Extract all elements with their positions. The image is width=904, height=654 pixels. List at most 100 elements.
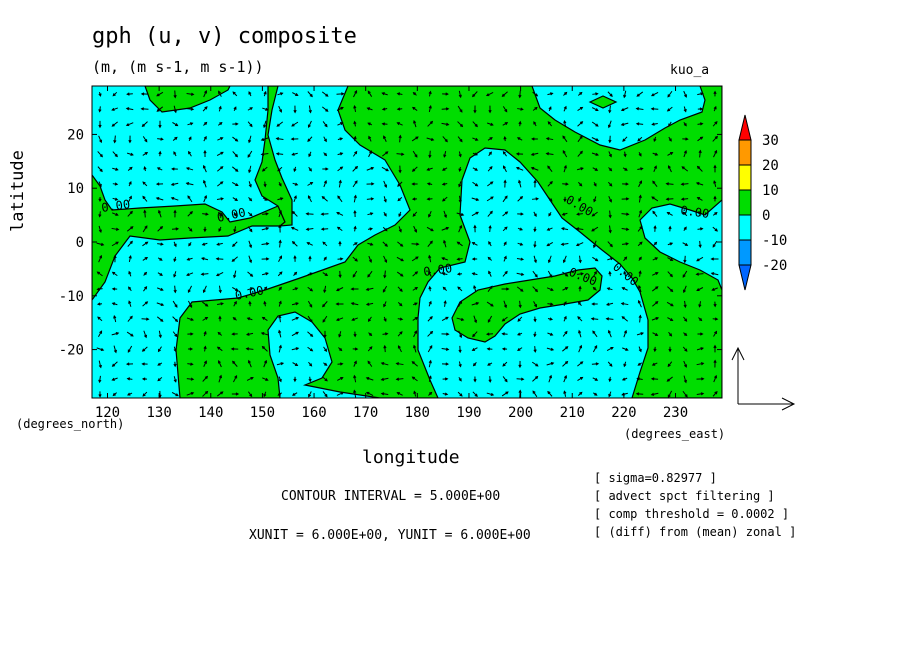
wind-vector-head (638, 348, 642, 353)
wind-vector (186, 167, 194, 171)
wind-vector-head (713, 344, 717, 349)
wind-vector-head (247, 359, 251, 364)
wind-vector-head (714, 120, 718, 125)
wind-vector-head (397, 345, 401, 349)
wind-vector (609, 105, 611, 113)
wind-vector-head (353, 333, 357, 338)
wind-vector-head (219, 213, 223, 217)
wind-vector (202, 376, 208, 382)
wind-vector-head (291, 241, 296, 245)
wind-vector-head (489, 210, 493, 214)
wind-vector-head (606, 302, 610, 306)
wind-vector-head (504, 109, 508, 113)
wind-vector-head (501, 93, 505, 97)
wind-vector (143, 330, 147, 338)
wind-vector-head (309, 333, 314, 337)
wind-vector-head (458, 378, 462, 382)
wind-vector (696, 182, 704, 186)
wind-vector-head (534, 304, 537, 308)
wind-vector-head (638, 314, 642, 319)
wind-vector (279, 315, 281, 323)
wind-vector (336, 107, 344, 111)
wind-vector-head (366, 107, 371, 111)
wind-vector-head (309, 348, 314, 352)
wind-vector (517, 196, 523, 202)
wind-vector-head (130, 226, 134, 230)
wind-vector (246, 348, 254, 350)
wind-vector-head (580, 272, 584, 276)
wind-vector-head (367, 122, 371, 126)
wind-vector-head (579, 183, 583, 187)
wind-vector-head (684, 318, 688, 322)
wind-vector-head (175, 393, 179, 397)
wind-vector-head (264, 197, 268, 201)
wind-vector-head (400, 258, 405, 262)
wind-vector-head (218, 105, 222, 110)
wind-vector (336, 212, 344, 216)
wind-vector-head (290, 226, 295, 230)
wind-vector (232, 166, 238, 172)
wind-vector-head (128, 270, 132, 275)
wind-vector (218, 375, 222, 383)
wind-vector (562, 150, 568, 158)
wind-vector (563, 255, 567, 263)
wind-vector-head (458, 349, 462, 354)
wind-vector-head (609, 183, 613, 187)
wind-vector-head (490, 181, 494, 185)
wind-vector (232, 256, 238, 262)
wind-vector-head (460, 212, 465, 217)
wind-vector (486, 196, 494, 202)
wind-vector-head (620, 108, 625, 112)
wind-vector-head (623, 94, 627, 99)
wind-vector (261, 242, 269, 246)
wind-vector-head (308, 378, 312, 383)
wind-vector (367, 91, 373, 97)
wind-vector-head (487, 362, 491, 366)
wind-vector-head (370, 182, 375, 186)
wind-vector-head (308, 255, 312, 260)
wind-vector-head (307, 124, 311, 129)
wind-vector-head (592, 330, 596, 334)
wind-vector-head (593, 183, 597, 187)
wind-vector (114, 135, 116, 143)
wind-vector-head (459, 123, 464, 128)
wind-vector (413, 225, 417, 233)
wind-vector (126, 331, 134, 337)
wind-vector-head (515, 152, 520, 156)
wind-vector (516, 286, 524, 292)
wind-vector (696, 287, 704, 291)
wind-vector-head (696, 165, 701, 170)
wind-vector (666, 183, 674, 185)
wind-vector-head (475, 137, 479, 141)
wind-vector (458, 300, 462, 308)
wind-vector-head (111, 271, 116, 275)
note-line: [ (diff) from (mean) zonal ] (594, 525, 797, 539)
wind-vector-head (683, 94, 687, 98)
wind-vector-head (127, 349, 131, 353)
wind-vector (276, 137, 284, 141)
positive-region (588, 95, 618, 109)
wind-vector-head (520, 107, 524, 111)
wind-vector-head (173, 289, 177, 294)
wind-vector-head (129, 166, 133, 170)
wind-vector-head (218, 315, 222, 320)
wind-vector-head (606, 287, 611, 291)
wind-vector-head (518, 179, 522, 184)
y-axis: -20 -10 0 10 20 (59, 127, 722, 359)
colorbar-segment (738, 189, 752, 216)
wind-vector-head (354, 347, 359, 351)
wind-vector-head (654, 332, 659, 336)
wind-vector (172, 316, 178, 322)
wind-vector (458, 330, 462, 338)
wind-vector-head (650, 392, 655, 396)
wind-vector (368, 150, 372, 158)
wind-vector (636, 393, 644, 395)
wind-vector (367, 270, 373, 278)
wind-vector-head (563, 390, 567, 394)
wind-vector (532, 270, 538, 278)
x-tick-label: 140 (198, 405, 223, 421)
wind-vector (591, 152, 599, 156)
wind-vector-head (190, 107, 195, 111)
wind-vector-head (276, 123, 280, 127)
wind-vector-head (665, 197, 670, 201)
